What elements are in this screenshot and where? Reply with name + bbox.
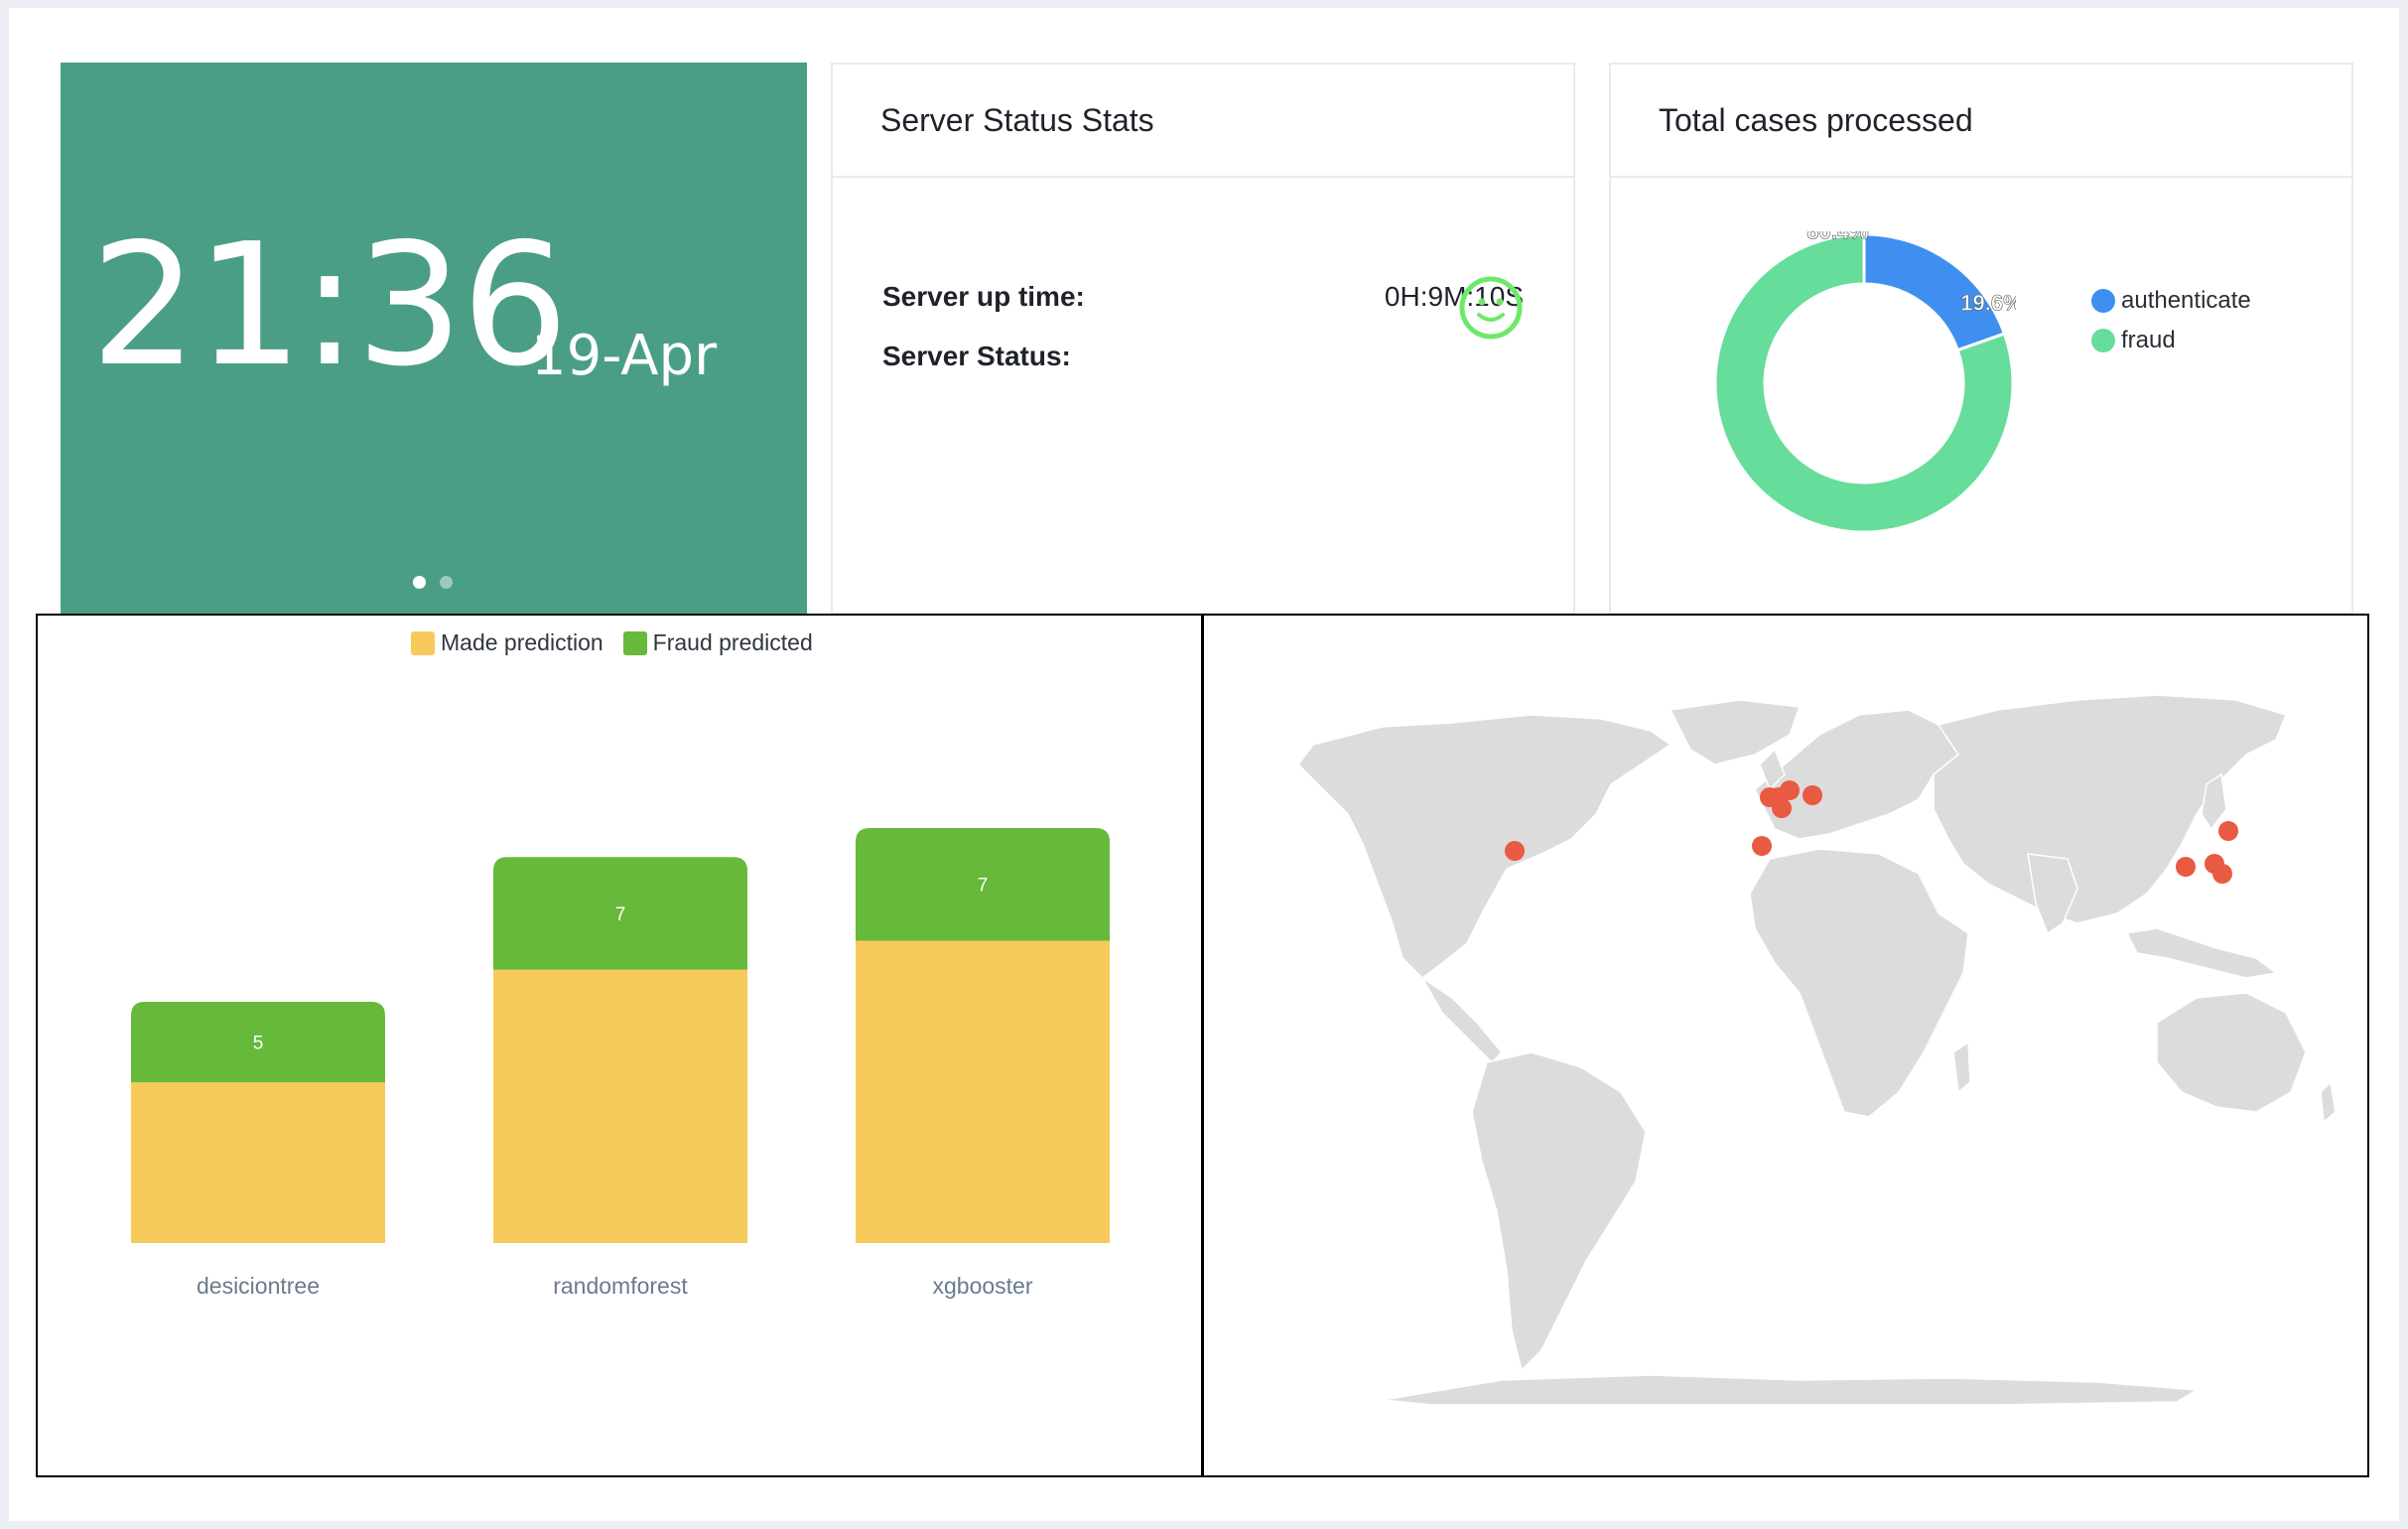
donut-label-fraud: 80.4% <box>1806 231 1868 243</box>
legend-label-made-prediction: Made prediction <box>441 629 603 655</box>
status-row: Server Status: <box>882 341 1524 372</box>
server-status-title: Server Status Stats <box>833 65 1573 178</box>
legend-swatch-fraud-predicted <box>622 630 647 655</box>
carousel-dot-active[interactable] <box>413 576 426 589</box>
continent-australia <box>2156 992 2307 1113</box>
carousel-dots[interactable] <box>413 576 453 589</box>
map-marker[interactable] <box>1772 798 1792 818</box>
legend-item-fraud-predicted[interactable]: Fraud predicted <box>622 629 813 656</box>
cases-donut-chart: 19.6% 80.4% <box>1713 231 2016 534</box>
landmass-southeast-asia-islands <box>2125 927 2278 979</box>
bar-value-label: 7 <box>978 876 989 897</box>
carousel-dot[interactable] <box>440 576 453 589</box>
total-cases-card: Total cases processed 19.6% 80.4% authent… <box>1609 63 2353 615</box>
bar-legend: Made prediction Fraud predicted <box>411 629 833 656</box>
bar-xgbooster-made-prediction[interactable] <box>856 940 1110 1243</box>
stacked-bar-chart: 5 7 7 <box>131 828 1110 1243</box>
bar-value-label: 5 <box>253 1034 264 1054</box>
continent-north-america <box>1297 714 1672 979</box>
map-marker[interactable] <box>1780 780 1800 800</box>
map-marker[interactable] <box>1803 785 1822 805</box>
bar-value-label: 7 <box>615 904 626 925</box>
landmass-india <box>2027 853 2078 935</box>
world-map-panel <box>1202 614 2369 1477</box>
continent-south-america <box>1471 1051 1647 1372</box>
bar-category-label: xgbooster <box>932 1273 1033 1299</box>
bar-desiciontree-fraud-predicted[interactable] <box>131 1002 385 1082</box>
status-label: Server Status: <box>882 341 1071 371</box>
map-land <box>1297 694 2337 1406</box>
uptime-label: Server up time: <box>882 281 1085 312</box>
clock-card: 21:36 19-Apr <box>61 63 807 615</box>
legend-label-fraud: fraud <box>2121 327 2176 353</box>
prediction-bar-chart-panel: Made prediction Fraud predicted 5 7 7 desi… <box>36 614 1203 1477</box>
bar-xgbooster-fraud-predicted[interactable] <box>856 828 1110 941</box>
dashboard: 21:36 19-Apr Server Status Stats Server … <box>9 8 2399 1521</box>
map-marker[interactable] <box>1505 841 1525 861</box>
map-markers <box>1505 780 2238 884</box>
legend-item-authenticate[interactable]: authenticate <box>2091 281 2251 321</box>
continent-antarctica <box>1382 1374 2200 1406</box>
legend-label-fraud-predicted: Fraud predicted <box>652 629 813 655</box>
landmass-greenland <box>1669 699 1802 765</box>
landmass-madagascar <box>1952 1041 1971 1094</box>
legend-swatch-made-prediction <box>411 630 435 655</box>
world-map[interactable] <box>1204 616 2367 1475</box>
uptime-row: Server up time: 0H:9M:10S <box>882 281 1524 313</box>
landmass-new-zealand <box>2320 1080 2337 1124</box>
legend-dot-fraud <box>2091 329 2115 352</box>
total-cases-title: Total cases processed <box>1611 65 2351 178</box>
bar-randomforest-fraud-predicted[interactable] <box>493 857 747 970</box>
legend-item-fraud[interactable]: fraud <box>2091 321 2251 360</box>
donut-slice-fraud[interactable] <box>1713 232 2015 534</box>
legend-item-made-prediction[interactable]: Made prediction <box>411 629 603 656</box>
bar-category-label: randomforest <box>553 1273 688 1299</box>
legend-dot-authenticate <box>2091 289 2115 313</box>
map-marker[interactable] <box>2218 821 2238 841</box>
cases-legend: authenticate fraud <box>2091 281 2251 360</box>
landmass-central-america <box>1421 977 1504 1064</box>
continent-asia <box>1933 694 2288 924</box>
server-status-card: Server Status Stats Server up time: 0H:9… <box>831 63 1575 615</box>
smiley-icon <box>1459 276 1523 340</box>
map-marker[interactable] <box>1752 836 1772 856</box>
landmass-japan <box>2201 772 2227 831</box>
landmass-uk <box>1759 748 1786 791</box>
uptime-value: 0H:9M:10S <box>1384 281 1524 312</box>
bar-randomforest-made-prediction[interactable] <box>493 969 747 1243</box>
map-marker[interactable] <box>2212 864 2232 884</box>
legend-label-authenticate: authenticate <box>2121 287 2251 314</box>
donut-label-authenticate: 19.6% <box>1960 291 2016 316</box>
bar-category-label: desiciontree <box>196 1273 321 1299</box>
clock-time: 21:36 <box>90 208 569 404</box>
clock-date: 19-Apr <box>531 324 718 388</box>
bar-desiciontree-made-prediction[interactable] <box>131 1082 385 1243</box>
map-marker[interactable] <box>2176 857 2196 877</box>
continent-africa <box>1749 848 1969 1118</box>
